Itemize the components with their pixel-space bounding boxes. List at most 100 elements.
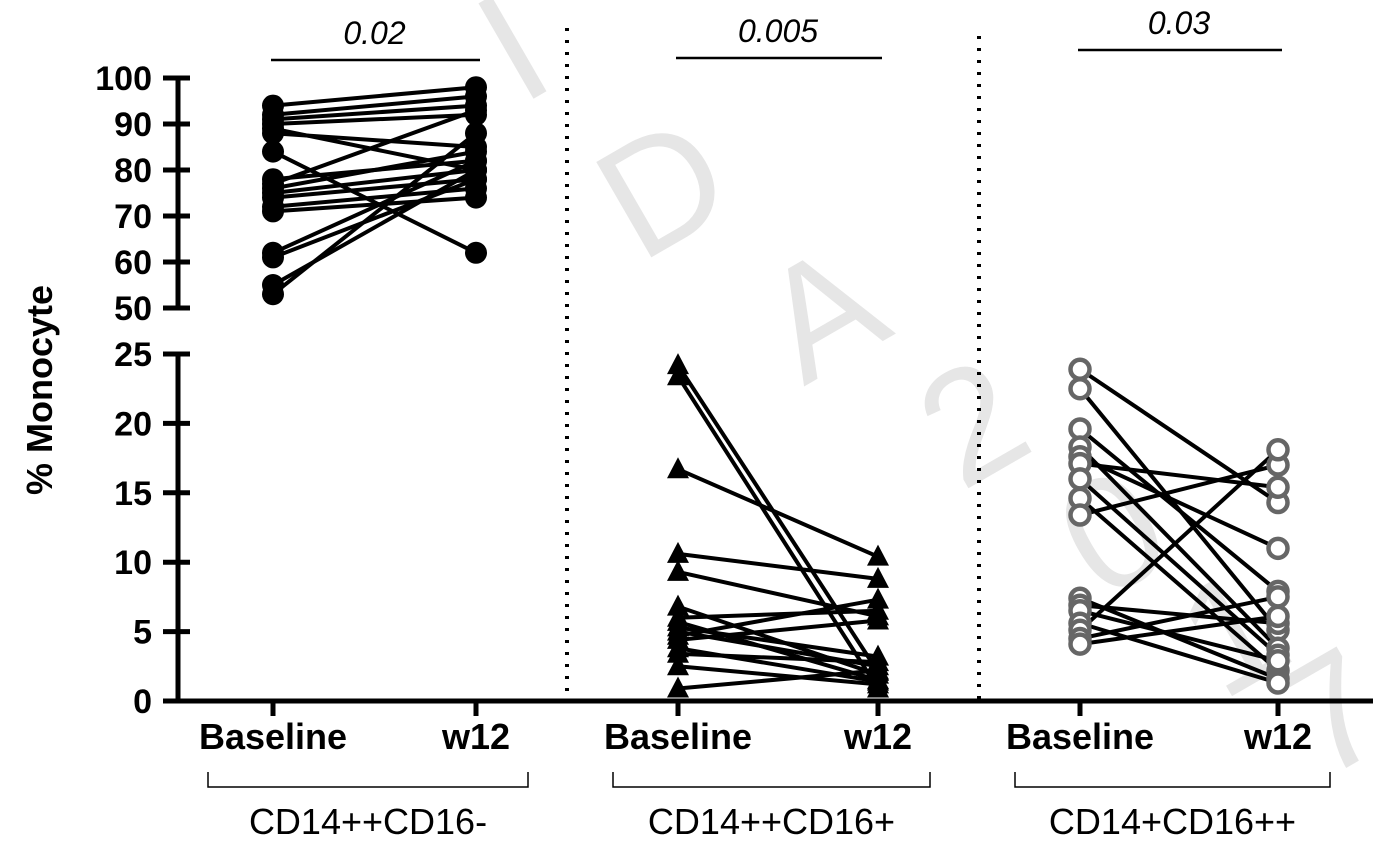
y-tick-label: 10 — [114, 544, 152, 582]
pair-line — [677, 569, 879, 619]
pair-line — [1079, 454, 1279, 551]
x-tick-label: w12 — [441, 716, 510, 757]
data-point — [1068, 467, 1092, 491]
pair-line — [272, 108, 477, 186]
pair-line — [1079, 461, 1279, 490]
y-tick-label: 80 — [114, 152, 152, 190]
pair-line — [272, 85, 477, 108]
data-point — [867, 544, 889, 566]
data-point — [1068, 503, 1092, 527]
y-axis-title: % Monocyte — [19, 285, 60, 495]
data-point — [667, 353, 689, 375]
data-point — [262, 122, 284, 145]
pair-line — [1079, 463, 1279, 517]
data-point — [1266, 475, 1290, 499]
data-point — [667, 641, 689, 663]
group-label: CD14+CD16++ — [1049, 801, 1296, 842]
y-tick-label: 90 — [114, 106, 152, 144]
pair-line — [272, 131, 477, 149]
pair-line — [676, 364, 880, 673]
group-label: CD14++CD16+ — [648, 801, 895, 842]
y-tick-label: 20 — [114, 405, 152, 443]
data-point — [1266, 585, 1290, 609]
data-point — [667, 654, 689, 676]
pair-line — [272, 112, 477, 126]
pair-line — [1078, 427, 1280, 593]
y-tick-label: 5 — [133, 614, 152, 652]
pair-line — [271, 131, 478, 296]
group-bracket — [612, 772, 931, 788]
pair-line — [1079, 594, 1279, 641]
data-point — [1266, 671, 1290, 695]
data-point — [667, 594, 689, 616]
x-tick-label: Baseline — [1006, 716, 1154, 757]
data-point — [867, 672, 889, 694]
pair-line — [272, 177, 477, 260]
y-tick-label: 100 — [95, 60, 152, 98]
data-point — [667, 541, 689, 563]
data-point — [667, 457, 689, 479]
y-tick-label: 60 — [114, 244, 152, 282]
x-tick-label: Baseline — [199, 716, 347, 757]
y-tick-label: 0 — [133, 683, 152, 721]
y-tick-label: 50 — [114, 290, 152, 328]
data-point — [867, 587, 889, 609]
pair-line — [677, 664, 879, 687]
y-tick-label: 70 — [114, 198, 152, 236]
data-point — [667, 676, 689, 698]
p-value-label: 0.005 — [738, 13, 818, 49]
data-point — [465, 159, 487, 181]
data-point — [262, 246, 284, 269]
pair-line — [272, 195, 477, 214]
pair-line — [1079, 614, 1279, 647]
pair-line — [272, 177, 477, 200]
pair-line — [1078, 445, 1280, 650]
data-point — [465, 122, 487, 145]
pair-line — [1078, 448, 1280, 632]
group-bracket — [207, 772, 529, 788]
pair-line — [1078, 496, 1280, 672]
pair-line — [272, 158, 477, 255]
pair-lines — [271, 85, 1280, 691]
data-point — [1266, 438, 1290, 462]
data-point — [465, 99, 487, 122]
pair-line — [677, 651, 879, 665]
pair-line — [677, 467, 879, 559]
pair-line — [677, 618, 879, 642]
x-tick-label: Baseline — [604, 716, 752, 757]
axis-layer — [175, 28, 1373, 708]
pair-line — [676, 375, 880, 690]
group-bracket — [1014, 772, 1331, 788]
data-point — [667, 559, 689, 581]
pair-line — [272, 94, 477, 117]
data-point — [1266, 536, 1290, 561]
watermark-layer: IDA2017 — [448, 0, 1373, 812]
data-point — [1068, 632, 1092, 656]
y-tick-label: 25 — [114, 336, 152, 374]
pair-line — [272, 103, 477, 122]
x-labels: Baseline w12 CD14++CD16- Baseline w12 CD14++C… — [199, 701, 1331, 842]
pair-line — [1079, 596, 1279, 681]
pair-line — [677, 551, 879, 581]
pair-line — [677, 608, 879, 620]
pair-line — [1079, 608, 1279, 663]
data-point — [262, 200, 284, 223]
data-point — [465, 241, 487, 264]
data-point — [867, 658, 889, 680]
data-point — [1266, 648, 1290, 673]
pair-line — [677, 625, 879, 659]
data-point — [867, 566, 889, 588]
watermark-char: 2 — [889, 322, 1056, 522]
data-point — [262, 140, 284, 163]
data-point — [1068, 376, 1092, 401]
data-point — [465, 186, 487, 209]
pair-line — [677, 668, 879, 691]
x-tick-label: w12 — [843, 716, 912, 757]
watermark-char: D — [567, 81, 757, 294]
group-label: CD14++CD16- — [249, 801, 487, 842]
pair-line — [272, 149, 477, 255]
data-point — [867, 608, 889, 630]
x-tick-label: w12 — [1243, 716, 1312, 757]
